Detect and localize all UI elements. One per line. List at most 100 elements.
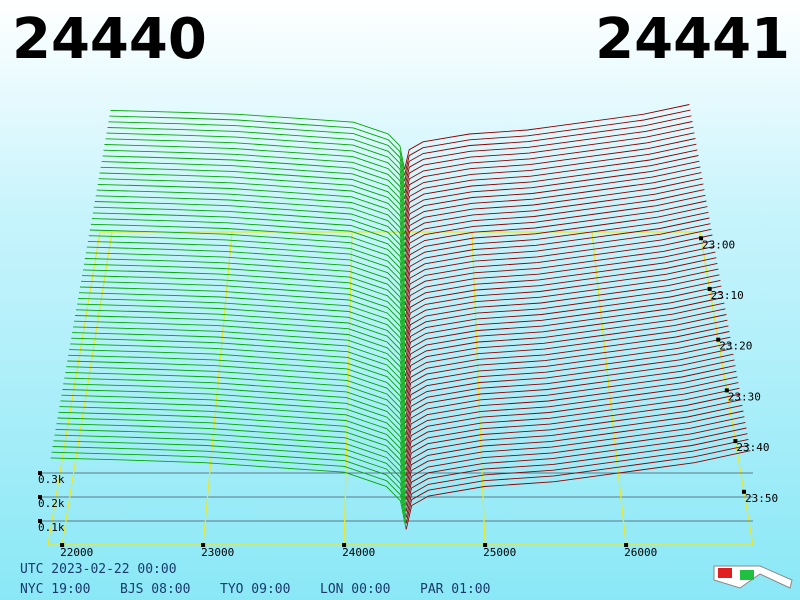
price-tick [201, 543, 206, 547]
bid-depth-line [77, 303, 406, 371]
ask-depth-line [404, 166, 701, 235]
bid-depth-line [78, 292, 406, 359]
bid-depth-line [98, 178, 406, 241]
ask-depth-line [404, 126, 694, 194]
bid-depth-line [69, 349, 407, 418]
bid-depth-line [79, 286, 406, 353]
time-tick-label: 23:30 [728, 390, 761, 403]
ask-depth-line [404, 240, 714, 312]
ask-depth-line [405, 382, 739, 459]
bid-depth-line [63, 383, 407, 453]
ask-depth-line [405, 336, 731, 412]
ask-depth-line [404, 121, 693, 188]
bid-depth-line [94, 201, 406, 264]
bid-depth-line [97, 183, 406, 247]
ask-depth-line [404, 200, 707, 270]
city-time: NYC 19:00 [20, 582, 90, 597]
time-tick [716, 337, 721, 342]
price-tick [60, 543, 65, 547]
city-time: BJS 08:00 [120, 582, 190, 597]
bid-depth-line [84, 258, 406, 323]
ask-depth-line [404, 149, 698, 217]
bid-depth-line [99, 172, 406, 235]
price-tick-label: 23000 [201, 546, 234, 559]
ask-depth-line [405, 308, 726, 382]
time-tick [699, 236, 704, 241]
bid-depth-line [104, 144, 406, 205]
price-tick [624, 543, 629, 547]
price-tick-label: 22000 [60, 546, 93, 559]
ask-depth-line [404, 155, 699, 223]
bid-depth-line [92, 212, 406, 276]
bid-depth-line [89, 229, 406, 294]
ask-depth-line [405, 353, 734, 430]
price-grid-line [591, 231, 627, 546]
bid-depth-line [55, 428, 407, 500]
bid-depth-line [81, 275, 406, 341]
ask-depth-line [404, 211, 709, 282]
price-grid-line [61, 231, 113, 546]
time-tick [733, 439, 738, 444]
ask-depth-line [405, 325, 729, 400]
city-time: TYO 09:00 [220, 582, 290, 597]
ask-depth-line [405, 376, 738, 453]
bid-depth-line [102, 155, 406, 217]
ask-depth-line [404, 262, 718, 335]
ask-depth-line [404, 143, 697, 211]
bid-depth-line [82, 269, 406, 335]
time-tick-label: 23:10 [711, 289, 744, 302]
bid-depth-line [86, 246, 406, 312]
bid-depth-line [101, 161, 406, 223]
ask-depth-line [405, 450, 751, 530]
bid-depth-line [70, 343, 407, 412]
ask-depth-line [405, 433, 748, 512]
city-time: LON 00:00 [320, 582, 390, 597]
bid-depth-line [68, 354, 407, 424]
bid-depth-line [93, 206, 406, 270]
bid-depth-line [90, 223, 406, 288]
bid-depth-line [76, 309, 406, 376]
bid-depth-line [110, 109, 405, 170]
floor [47, 231, 754, 546]
ask-depth-line [404, 217, 710, 288]
bid-depth-line [60, 400, 407, 471]
ask-depth-line [405, 399, 742, 477]
bid-depth-line [108, 121, 406, 182]
ask-depth-line [404, 234, 713, 306]
time-tick-label: 23:40 [736, 441, 769, 454]
ask-depth-line [404, 279, 721, 353]
bid-depth-line [95, 195, 406, 258]
time-tick-label: 23:00 [702, 238, 735, 251]
price-tick [342, 543, 347, 547]
time-tick [707, 286, 712, 291]
bid-depth-line [72, 332, 406, 400]
ask-depth-line [405, 359, 735, 436]
ask-depth-line [405, 421, 746, 500]
bid-depth-line [106, 132, 406, 194]
ask-depth-line [405, 387, 740, 465]
time-tick-label: 23:20 [719, 340, 752, 353]
ask-depth-line [405, 427, 747, 506]
ask-depth-line [405, 393, 741, 471]
ask-depth-line [404, 268, 719, 341]
bid-depth-line [61, 394, 407, 465]
ask-depth-line [404, 183, 704, 253]
bid-depth-line [103, 149, 406, 211]
depth-tick-label: 0.3k [38, 473, 65, 486]
ask-price: 24441 [595, 7, 790, 72]
ask-depth-line [405, 348, 733, 424]
bid-depth-line [74, 320, 406, 388]
ask-depth-line [404, 115, 692, 182]
ask-depth-line [405, 410, 744, 489]
ask-depth-line [404, 132, 695, 200]
glasses-icon [713, 565, 793, 589]
ask-depth-line [405, 302, 725, 377]
ask-depth-line [405, 331, 730, 406]
bid-depth-line [85, 252, 406, 317]
ask-depth-line [405, 297, 724, 371]
price-tick-label: 26000 [624, 546, 657, 559]
bid-depth-line [73, 326, 406, 394]
bid-depth-line [65, 371, 407, 441]
bid-depth-line [71, 337, 406, 406]
bid-depth-line [100, 166, 406, 229]
